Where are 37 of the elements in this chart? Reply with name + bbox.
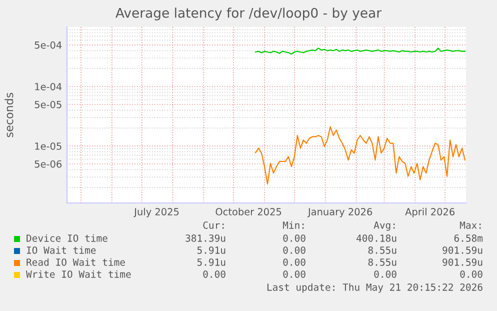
x-tick-label: January 2026 — [307, 208, 372, 218]
x-tick-label: April 2026 — [405, 208, 455, 218]
legend-label: Read IO Wait time — [26, 258, 125, 266]
text: 0.00 — [283, 258, 306, 266]
y-tick-label: 1e-05 — [35, 142, 62, 150]
text: Max: — [460, 222, 481, 229]
text: 0.00 — [283, 270, 306, 278]
y-tick-label: 5e-06 — [34, 160, 62, 168]
legend-label: IO Wait time — [26, 246, 96, 254]
y-tick-label: 5e-05 — [34, 100, 62, 108]
text: Min: — [282, 221, 304, 229]
text: Last update: Thu May 21 20:15:22 2026 — [267, 283, 482, 293]
text: 0.00 — [460, 270, 482, 278]
x-tick-label: October 2025 — [216, 208, 282, 216]
text: 0.00 — [374, 270, 396, 278]
text: 6.58m — [454, 234, 483, 242]
text: 0.00 — [203, 270, 226, 278]
y-tick-label: 1e-04 — [35, 82, 62, 90]
text: 0.00 — [283, 246, 306, 254]
text: 5.91u — [197, 258, 226, 266]
text: 8.55u — [368, 246, 396, 254]
text: Cur: — [203, 221, 224, 229]
text: 901.59u — [442, 246, 482, 254]
text: Avg: — [374, 222, 395, 231]
line-series — [254, 126, 466, 184]
y-tick-label: 5e-04 — [34, 41, 62, 49]
text: 8.55u — [368, 258, 396, 266]
chart-title: Average latency for /dev/loop0 - by year — [116, 8, 382, 20]
text: 5.91u — [197, 246, 226, 254]
text: 0.00 — [283, 234, 306, 242]
x-tick-label: July 2025 — [134, 208, 179, 218]
y-axis-title: seconds — [4, 92, 14, 138]
legend-label: Device IO time — [26, 234, 108, 242]
text: 901.59u — [442, 258, 482, 266]
text: 400.18u — [356, 234, 396, 242]
legend-label: Write IO Wait time — [26, 270, 131, 278]
text: 381.39u — [186, 234, 226, 242]
